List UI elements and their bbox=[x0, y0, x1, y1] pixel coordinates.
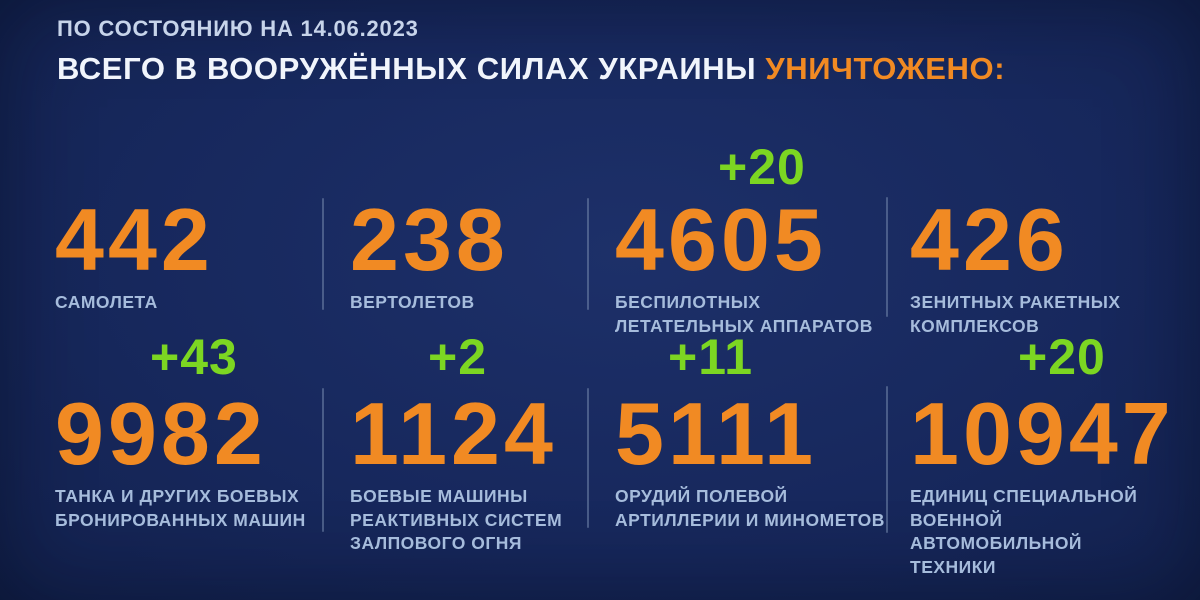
stat-increment: +20 bbox=[718, 139, 806, 195]
stat-label: ЕДИНИЦ СПЕЦИАЛЬНОЙ ВОЕННОЙ АВТОМОБИЛЬНОЙ… bbox=[910, 486, 1138, 577]
stat-uav: +20 4605 БЕСПИЛОТНЫХ ЛЕТАТЕЛЬНЫХ АППАРАТ… bbox=[588, 140, 887, 338]
stat-value: 10947 bbox=[910, 384, 1175, 483]
stat-label: ТАНКА И ДРУГИХ БОЕВЫХ БРОНИРОВАННЫХ МАШИ… bbox=[55, 486, 306, 530]
stat-aircraft: 442 САМОЛЕТА bbox=[40, 140, 323, 338]
date-line: ПО СОСТОЯНИЮ НА 14.06.2023 bbox=[57, 16, 419, 41]
title-accent: УНИЧТОЖЕНО: bbox=[765, 51, 1006, 86]
stat-value: 426 bbox=[910, 190, 1069, 289]
stat-mlrs: +2 1124 БОЕВЫЕ МАШИНЫ РЕАКТИВНЫХ СИСТЕМ … bbox=[323, 330, 588, 580]
stat-value: 238 bbox=[350, 190, 509, 289]
divider bbox=[587, 198, 589, 310]
stat-increment: +2 bbox=[428, 329, 488, 385]
title-main: ВСЕГО В ВООРУЖЁННЫХ СИЛАХ УКРАИНЫ bbox=[57, 51, 766, 86]
stats-row-2: +43 9982 ТАНКА И ДРУГИХ БОЕВЫХ БРОНИРОВА… bbox=[40, 329, 1175, 580]
stat-value: 4605 bbox=[615, 190, 827, 289]
stat-increment: +43 bbox=[150, 329, 238, 385]
stats-row-1: 442 САМОЛЕТА 238 ВЕРТОЛЕТОВ +20 4605 БЕС… bbox=[40, 140, 1160, 338]
divider bbox=[322, 198, 324, 310]
stat-value: 1124 bbox=[350, 384, 557, 483]
page-title: ВСЕГО В ВООРУЖЁННЫХ СИЛАХ УКРАИНЫ УНИЧТО… bbox=[57, 51, 1005, 87]
divider bbox=[886, 386, 888, 533]
divider bbox=[322, 388, 324, 532]
stat-value: 9982 bbox=[55, 384, 267, 483]
stat-artillery: +11 5111 ОРУДИЙ ПОЛЕВОЙ АРТИЛЛЕРИИ И МИН… bbox=[588, 330, 887, 580]
header: ПО СОСТОЯНИЮ НА 14.06.2023 ВСЕГО В ВООРУ… bbox=[57, 16, 1005, 87]
stat-helicopters: 238 ВЕРТОЛЕТОВ bbox=[323, 140, 588, 338]
stat-value: 442 bbox=[55, 190, 214, 289]
stat-increment: +11 bbox=[668, 329, 754, 385]
stat-label: ОРУДИЙ ПОЛЕВОЙ АРТИЛЛЕРИИ И МИНОМЕТОВ bbox=[615, 486, 885, 530]
stat-military-vehicles: +20 10947 ЕДИНИЦ СПЕЦИАЛЬНОЙ ВОЕННОЙ АВТ… bbox=[887, 329, 1175, 580]
divider bbox=[886, 197, 888, 317]
stat-sam-systems: 426 ЗЕНИТНЫХ РАКЕТНЫХ КОМПЛЕКСОВ bbox=[887, 140, 1160, 338]
stat-label: САМОЛЕТА bbox=[55, 292, 158, 312]
stat-label: БЕСПИЛОТНЫХ ЛЕТАТЕЛЬНЫХ АППАРАТОВ bbox=[615, 292, 873, 336]
stat-tanks: +43 9982 ТАНКА И ДРУГИХ БОЕВЫХ БРОНИРОВА… bbox=[40, 330, 323, 580]
divider bbox=[587, 388, 589, 528]
stat-value: 5111 bbox=[615, 384, 818, 483]
stat-label: БОЕВЫЕ МАШИНЫ РЕАКТИВНЫХ СИСТЕМ ЗАЛПОВОГ… bbox=[350, 486, 563, 554]
stat-label: ЗЕНИТНЫХ РАКЕТНЫХ КОМПЛЕКСОВ bbox=[910, 292, 1121, 336]
stat-increment: +20 bbox=[1018, 329, 1106, 385]
stat-label: ВЕРТОЛЕТОВ bbox=[350, 292, 475, 312]
